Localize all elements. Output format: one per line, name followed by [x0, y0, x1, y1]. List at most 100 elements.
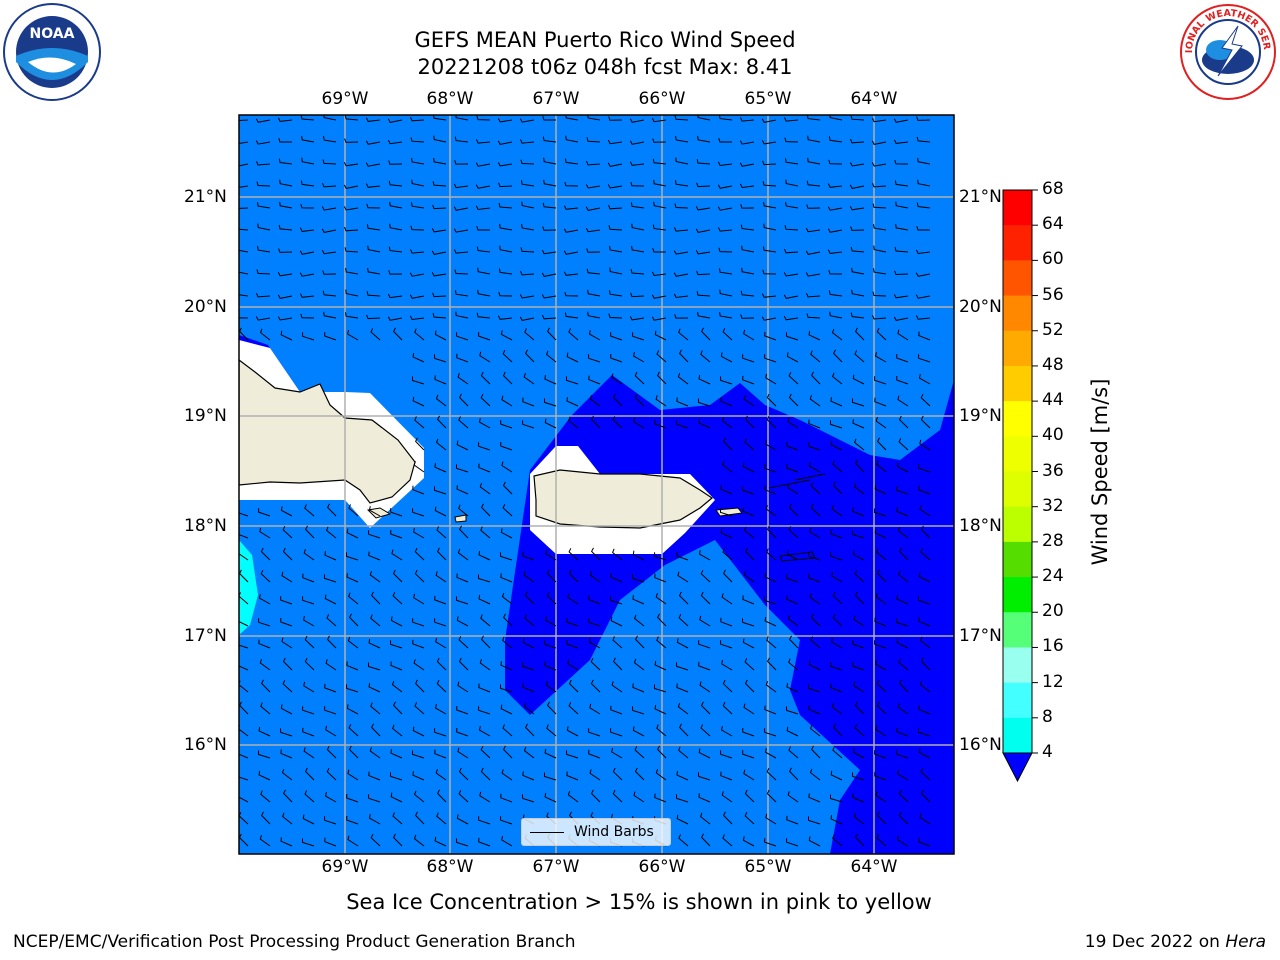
- wind-barb: [304, 504, 315, 517]
- wind-barb: [563, 250, 579, 255]
- wind-barb: [786, 550, 799, 561]
- wind-barb: [392, 833, 403, 847]
- wind-barb: [831, 637, 843, 649]
- wind-barb: [544, 748, 557, 759]
- wind-barb: [851, 289, 865, 297]
- wind-barb: [544, 772, 557, 781]
- wind-barb: [610, 332, 623, 341]
- lon-label-top: 67°W: [532, 89, 580, 109]
- wind-barb: [412, 352, 425, 363]
- colorbar-segment: [1003, 295, 1032, 332]
- wind-barb: [872, 183, 887, 188]
- wind-barb: [678, 614, 689, 627]
- wind-barb: [787, 483, 799, 495]
- wind-barb: [722, 679, 733, 693]
- wind-barb: [345, 267, 359, 275]
- wind-barb: [567, 593, 579, 605]
- wind-barb: [893, 294, 909, 299]
- wind-barb: [453, 183, 469, 189]
- wind-barb: [764, 331, 777, 341]
- wind-barb: [431, 272, 447, 277]
- wind-barb: [434, 618, 447, 627]
- wind-barb: [457, 548, 469, 561]
- wind-barb: [893, 316, 909, 321]
- wind-barb: [876, 679, 887, 693]
- wind-barb: [413, 593, 425, 605]
- wind-barb: [630, 292, 645, 298]
- wind-barb: [522, 683, 535, 693]
- wind-barb: [656, 613, 667, 627]
- wind-barb: [806, 115, 821, 121]
- wind-barb: [805, 272, 821, 277]
- wind-barb: [586, 160, 601, 166]
- wind-barb: [896, 750, 909, 759]
- wind-barb: [348, 504, 359, 517]
- wind-barb: [346, 552, 359, 561]
- wind-barb: [678, 834, 689, 847]
- wind-barb: [389, 201, 403, 209]
- wind-barb: [501, 461, 513, 473]
- wind-barb: [678, 723, 689, 737]
- land-puerto-rico: [533, 469, 714, 529]
- wind-barb: [673, 293, 689, 299]
- wind-barb: [918, 617, 931, 627]
- wind-barb: [542, 314, 557, 320]
- colorbar-segment: [1003, 190, 1032, 226]
- wind-barb: [434, 486, 447, 495]
- wind-barb: [762, 181, 777, 187]
- wind-barb: [522, 771, 535, 781]
- wind-barb: [652, 248, 666, 253]
- wind-barb: [281, 812, 293, 825]
- wind-barb: [502, 613, 513, 627]
- wind-barb: [564, 291, 579, 297]
- wind-barb: [566, 617, 579, 627]
- wind-barb: [542, 202, 557, 209]
- wind-barb: [742, 836, 755, 847]
- wind-barb: [541, 249, 557, 255]
- wind-barb: [259, 658, 271, 671]
- wind-barb: [898, 570, 909, 583]
- wind-barb: [347, 329, 359, 341]
- wind-barb: [456, 838, 469, 847]
- wind-barb: [721, 659, 733, 671]
- legend-line-symbol: [530, 831, 564, 833]
- wind-barb: [346, 573, 359, 583]
- wind-barb: [677, 571, 689, 583]
- wind-barb: [720, 750, 733, 759]
- wind-barb: [808, 330, 821, 341]
- colorbar-segment: [1003, 260, 1032, 297]
- wind-barb: [435, 704, 447, 715]
- wind-barb: [656, 350, 667, 363]
- wind-barb: [434, 330, 447, 341]
- wind-barb: [566, 750, 579, 759]
- colorbar-tick-label: 32: [1042, 495, 1064, 516]
- wind-barb: [677, 702, 689, 715]
- wind-barb: [717, 161, 733, 167]
- wind-barb: [524, 328, 535, 341]
- wind-barb: [722, 701, 733, 715]
- wind-barb: [566, 639, 579, 649]
- wind-barb: [434, 836, 447, 847]
- wind-barb: [323, 115, 337, 121]
- wind-barb: [612, 767, 623, 781]
- wind-barb: [852, 374, 865, 385]
- wind-barb: [896, 375, 909, 385]
- wind-barb: [720, 508, 733, 517]
- wind-barb: [742, 727, 755, 737]
- wind-barb: [299, 293, 315, 298]
- wind-barb: [920, 525, 931, 539]
- wind-barb: [876, 834, 887, 847]
- wind-barb: [280, 506, 293, 517]
- lat-label-right: 16°N: [959, 735, 1002, 755]
- wind-barb: [302, 814, 315, 825]
- wind-barb: [566, 397, 579, 407]
- wind-barb: [568, 702, 579, 715]
- wind-barb: [324, 574, 337, 583]
- wind-barb: [321, 228, 337, 233]
- wind-barb: [392, 592, 403, 605]
- wind-barb: [831, 571, 843, 583]
- wind-barb: [808, 660, 821, 671]
- wind-barb: [832, 349, 843, 363]
- wind-barb: [239, 294, 249, 297]
- wind-barb: [326, 503, 337, 517]
